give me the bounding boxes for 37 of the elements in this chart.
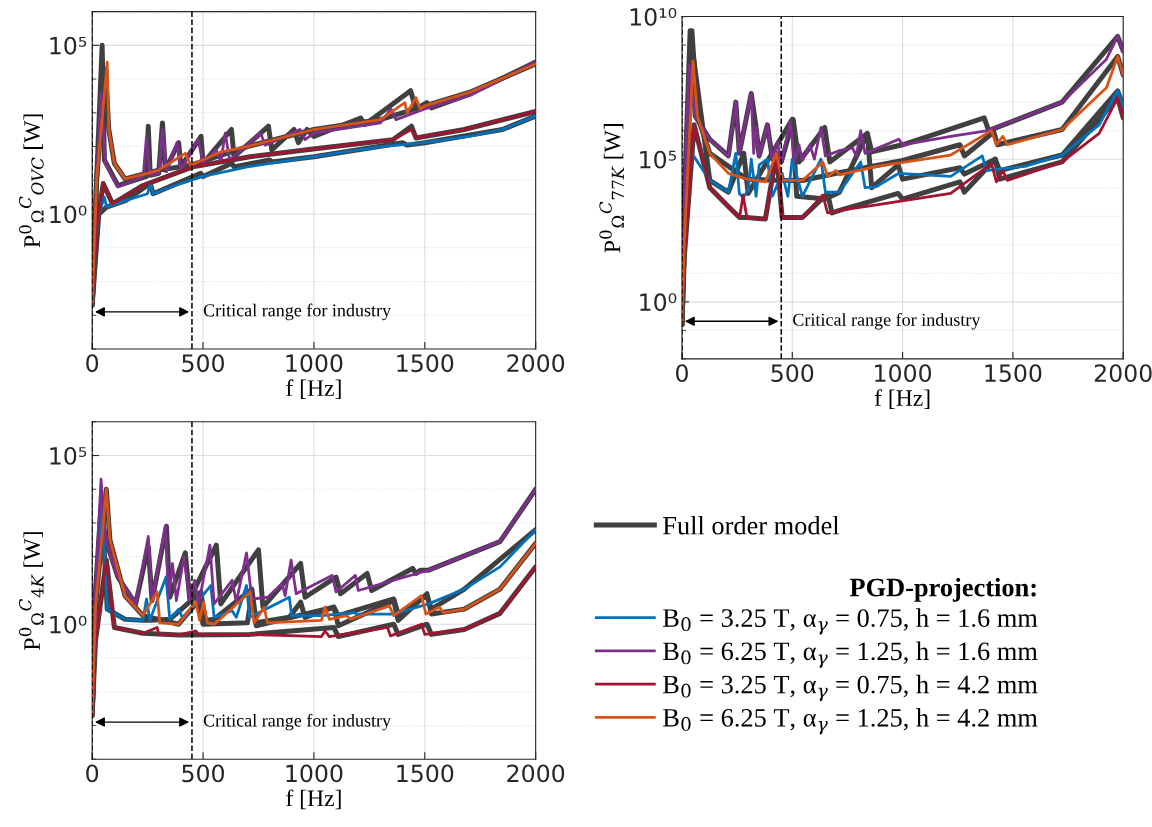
annotation: Critical range for industry [203, 713, 392, 731]
y-tick-label: 10⁰ [640, 293, 677, 312]
x-tick-label: 1500 [397, 354, 454, 373]
y-axis-title: P$^{0}$$_{Ω}$$^{C}$$_{4K}$ [W] [18, 532, 44, 650]
annotation: Critical range for industry [203, 303, 392, 321]
y-tick-label: 10⁰ [50, 615, 87, 634]
y-tick-label: 10⁵ [50, 446, 87, 465]
x-tick-label: 0 [86, 354, 99, 373]
x-axis-title: f [Hz] [286, 789, 341, 810]
x-tick-label: 1000 [286, 764, 343, 783]
x-tick-label: 0 [676, 364, 688, 383]
legend-label: Full order model [663, 515, 840, 535]
legend-title: PGD-projection: [849, 577, 1036, 602]
x-tick-label: 1500 [985, 364, 1042, 383]
x-tick-label: 1500 [397, 764, 454, 783]
x-tick-label: 1000 [286, 354, 343, 373]
y-tick-label: 10⁵ [50, 36, 87, 55]
y-axis-title: P$^{0}$$_{Ω}$$^{C}$$_{OVC}$ [W] [18, 114, 44, 248]
x-tick-label: 500 [182, 354, 225, 373]
legend-label: B$_{0}$ = 6.25 T, α$_{γ}$ = 1.25, h = 4.2 mm [663, 708, 1038, 735]
y-tick-label: 10⁵ [640, 150, 676, 169]
y-tick-label: 10¹⁰ [630, 7, 677, 26]
legend-label: B$_{0}$ = 3.25 T, α$_{γ}$ = 0.75, h = 1.6 mm [663, 608, 1038, 635]
x-tick-label: 0 [86, 764, 99, 783]
legend-label: B$_{0}$ = 3.25 T, α$_{γ}$ = 0.75, h = 4.2 mm [663, 674, 1038, 702]
legend-label: B$_{0}$ = 6.25 T, α$_{γ}$ = 1.25, h = 1.6 mm [663, 641, 1038, 668]
x-tick-label: 2000 [1094, 364, 1152, 383]
x-axis-title: f [Hz] [286, 379, 341, 400]
x-tick-label: 2000 [507, 764, 565, 783]
y-tick-label: 10⁰ [50, 205, 87, 224]
x-tick-label: 500 [182, 764, 225, 783]
y-axis-title: P$^{0}$$_{Ω}$$^{C}$$_{77K}$ [W] [599, 124, 624, 253]
x-tick-label: 500 [771, 364, 814, 383]
x-axis-title: f [Hz] [874, 389, 930, 409]
x-tick-label: 2000 [507, 354, 565, 373]
annotation: Critical range for industry [793, 312, 981, 330]
x-tick-label: 1000 [875, 364, 932, 383]
